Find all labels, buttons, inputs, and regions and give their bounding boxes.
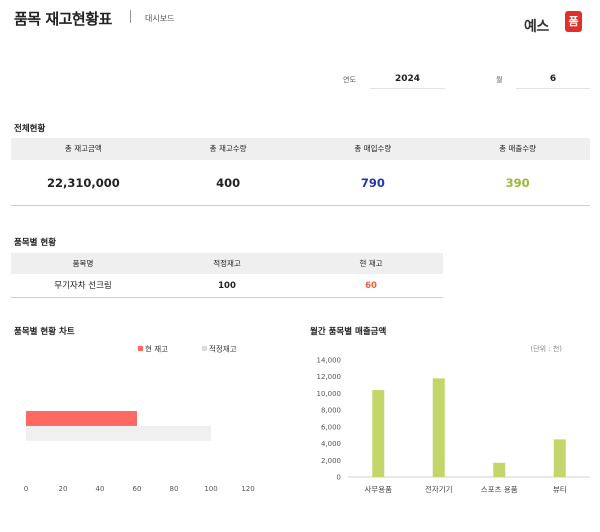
x-tick-label-4: 80	[170, 485, 179, 493]
x-tick-label-0: 0	[24, 485, 28, 493]
kpi-total-purchase: 790	[360, 176, 385, 190]
item-section-title: 품목별 현황	[14, 238, 57, 248]
y-tick-label-6: 12,000	[317, 373, 342, 381]
item-table-header: 품목명 적정재고 현 재고	[11, 253, 443, 274]
kpi-total-stock: 400	[216, 176, 241, 190]
title-divider	[130, 10, 131, 23]
kpi-header-total-stock: 총 재고수량	[209, 144, 247, 153]
x-tick-label-3: 60	[133, 485, 142, 493]
month-field[interactable]: 6	[516, 72, 590, 89]
y-tick-label-7: 14,000	[317, 357, 342, 365]
category-label-1: 전자기기	[425, 484, 453, 494]
brand-logo: 예스 폼	[524, 8, 584, 36]
sales-chart-title: 월간 품목별 매출금액	[310, 327, 387, 337]
y-tick-label-2: 4,000	[321, 440, 341, 448]
bar-0	[372, 390, 385, 477]
bar-0	[26, 411, 137, 426]
monthly-sales-chart: (단위 : 천) 0 2,000 4,000 6,000 8,000 10,000 12,00…	[317, 344, 590, 494]
kpi-header-total-sales: 총 매출수량	[499, 144, 537, 153]
x-tick-label-1: 20	[59, 485, 68, 493]
legend-label-0: 현 재고	[145, 345, 168, 354]
x-tick-label-5: 100	[204, 485, 217, 493]
kpi-header-total-amount: 총 재고금액	[64, 144, 102, 153]
y-tick-label-1: 2,000	[321, 457, 341, 465]
kpi-total-sales: 390	[505, 176, 530, 190]
item-name-cell: 무기자차 선크림	[54, 281, 112, 291]
x-tick-label-6: 120	[241, 485, 254, 493]
y-tick-label-3: 6,000	[321, 423, 341, 431]
legend-swatch-1	[202, 346, 207, 351]
year-label: 연도	[343, 76, 356, 84]
stock-chart-title: 품목별 현황 차트	[14, 327, 75, 337]
kpi-table-header: 총 재고금액 총 재고수량 총 매입수량 총 매출수량	[11, 138, 590, 160]
category-label-2: 스포츠 용품	[481, 485, 518, 494]
kpi-header-total-purchase: 총 매입수량	[354, 144, 392, 153]
legend-swatch-0	[138, 346, 143, 351]
overall-section-title: 전체현황	[14, 124, 46, 134]
bar-2	[493, 462, 506, 477]
item-optimal-stock-cell: 100	[218, 281, 236, 291]
kpi-table-values: 22,310,000 400 790 390	[11, 160, 590, 206]
item-header-current-stock: 현 재고	[359, 259, 383, 268]
page-title: 품목 재고현황표	[14, 10, 112, 28]
bar-3	[553, 439, 566, 477]
year-field[interactable]: 2024	[370, 72, 445, 89]
kpi-total-amount: 22,310,000	[46, 176, 120, 190]
y-tick-label-5: 10,000	[317, 390, 342, 398]
category-label-3: 뷰티	[553, 485, 567, 494]
month-label: 월	[496, 76, 503, 84]
category-label-0: 사무용품	[364, 485, 392, 494]
page-subtitle: 대시보드	[145, 14, 175, 23]
item-header-name: 품목명	[72, 259, 94, 268]
y-tick-label-0: 0	[337, 474, 341, 482]
item-current-stock-cell: 60	[365, 281, 377, 291]
unit-note: (단위 : 천)	[530, 344, 562, 353]
legend-label-1: 적정재고	[209, 344, 237, 354]
x-tick-label-2: 40	[96, 485, 105, 493]
item-header-optimal-stock: 적정재고	[213, 259, 241, 268]
stock-status-chart: 현 재고 적정재고 0 20 40 60 80 100 120	[24, 344, 255, 494]
logo-text: 예스	[524, 19, 549, 35]
table-row: 무기자차 선크림 100 60	[11, 274, 443, 298]
logo-badge: 폼	[565, 11, 582, 32]
bar-1	[26, 426, 211, 441]
y-tick-label-4: 8,000	[321, 407, 341, 415]
bar-1	[432, 378, 445, 477]
